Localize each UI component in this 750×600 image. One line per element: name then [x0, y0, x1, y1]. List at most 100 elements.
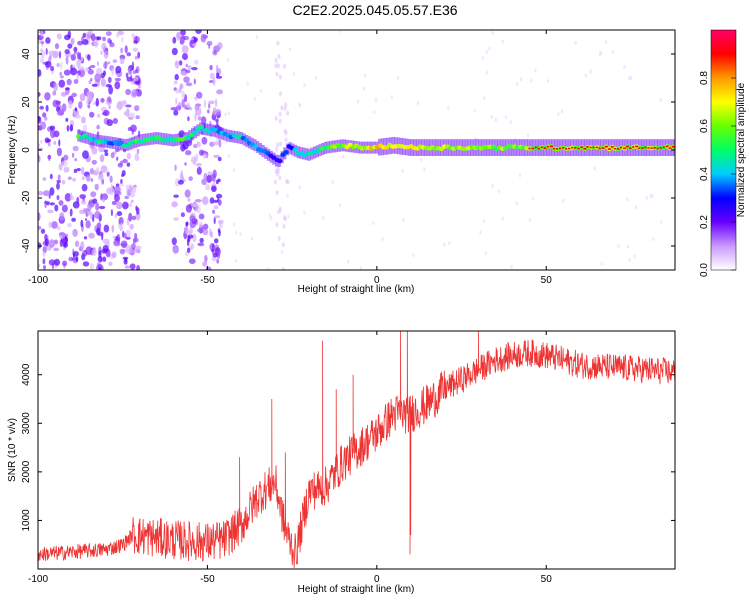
noise-speckle: [202, 196, 209, 206]
noise-speckle: [42, 251, 46, 257]
noise-speckle: [38, 69, 42, 77]
noise-speckle: [491, 31, 494, 35]
noise-speckle: [339, 30, 342, 33]
noise-speckle: [58, 200, 64, 206]
noise-speckle: [115, 65, 122, 74]
noise-speckle: [209, 231, 214, 238]
noise-speckle: [72, 145, 79, 152]
noise-speckle: [203, 223, 209, 230]
noise-speckle: [120, 222, 123, 230]
noise-speckle: [102, 36, 106, 42]
noise-speckle: [102, 197, 106, 203]
noise-speckle: [509, 119, 512, 124]
noise-speckle: [181, 45, 189, 54]
noise-speckle: [186, 102, 190, 109]
noise-speckle: [86, 98, 89, 106]
noise-speckle: [45, 104, 49, 112]
ridge-peak: [604, 145, 608, 148]
noise-speckle: [48, 50, 55, 55]
noise-speckle: [212, 49, 218, 56]
noise-speckle: [91, 146, 98, 155]
noise-speckle: [122, 230, 125, 238]
noise-speckle: [284, 102, 288, 108]
ridge-peak: [537, 147, 541, 150]
noise-speckle: [77, 51, 80, 60]
noise-speckle: [112, 235, 116, 240]
noise-speckle: [216, 258, 220, 264]
noise-speckle: [90, 211, 93, 220]
noise-speckle: [501, 216, 504, 221]
ridge-peak: [671, 145, 675, 148]
noise-speckle: [497, 189, 501, 194]
noise-speckle: [57, 174, 61, 181]
noise-speckle: [187, 234, 194, 239]
noise-speckle: [347, 259, 350, 264]
noise-speckle: [130, 199, 134, 203]
noise-speckle: [215, 179, 219, 185]
noise-speckle: [105, 187, 112, 195]
noise-speckle: [628, 257, 631, 262]
noise-speckle: [63, 242, 68, 248]
noise-speckle: [342, 154, 345, 159]
noise-speckle: [96, 167, 100, 173]
noise-speckle: [227, 153, 230, 158]
noise-speckle: [90, 33, 96, 42]
noise-speckle: [76, 60, 81, 68]
noise-speckle: [109, 42, 115, 48]
ridge-peak: [650, 147, 654, 149]
noise-speckle: [207, 109, 210, 114]
ridge-cell: [185, 135, 191, 141]
noise-speckle: [39, 105, 44, 110]
noise-speckle: [85, 67, 89, 72]
noise-speckle: [194, 112, 197, 122]
noise-speckle: [80, 200, 87, 205]
noise-speckle: [491, 183, 494, 188]
noise-speckle: [275, 146, 279, 152]
y-tick-label: -20: [21, 190, 32, 205]
spectrogram-x-axis-label: Height of straight line (km): [298, 284, 415, 295]
chart-title: C2E2.2025.045.05.57.E36: [292, 2, 458, 18]
noise-speckle: [119, 57, 125, 65]
noise-speckle: [270, 216, 273, 221]
noise-speckle: [126, 76, 133, 82]
noise-speckle: [286, 110, 290, 116]
noise-speckle: [124, 265, 131, 269]
noise-speckle: [267, 267, 270, 270]
noise-speckle: [178, 60, 183, 66]
noise-speckle: [194, 59, 199, 65]
noise-speckle: [203, 99, 207, 108]
noise-speckle: [298, 185, 301, 190]
noise-speckle: [81, 166, 85, 176]
noise-speckle: [209, 72, 215, 80]
noise-speckle: [88, 232, 95, 239]
noise-speckle: [660, 220, 663, 225]
noise-speckle: [481, 55, 485, 60]
noise-speckle: [124, 232, 127, 239]
noise-speckle: [46, 138, 52, 143]
noise-speckle: [338, 203, 342, 208]
noise-speckle: [100, 72, 105, 79]
noise-speckle: [212, 252, 219, 258]
noise-speckle: [136, 265, 140, 270]
noise-speckle: [80, 219, 84, 228]
noise-speckle: [56, 63, 60, 67]
x-tick-label: -100: [28, 275, 48, 286]
noise-speckle: [279, 91, 282, 97]
noise-speckle: [90, 77, 93, 82]
noise-speckle: [217, 199, 222, 206]
noise-speckle: [199, 237, 204, 243]
noise-speckle: [73, 51, 77, 55]
noise-speckle: [38, 191, 44, 196]
noise-speckle: [216, 89, 224, 95]
noise-speckle: [604, 40, 608, 45]
snr-x-axis: -100 -50 0 50: [28, 331, 552, 585]
noise-speckle: [197, 242, 205, 247]
noise-speckle: [72, 251, 80, 257]
noise-speckle: [173, 109, 179, 116]
noise-speckle: [97, 173, 104, 181]
noise-speckle: [54, 43, 60, 50]
noise-speckle: [114, 186, 121, 194]
noise-speckle: [96, 124, 100, 130]
noise-speckle: [91, 248, 97, 256]
noise-speckle: [373, 110, 376, 114]
